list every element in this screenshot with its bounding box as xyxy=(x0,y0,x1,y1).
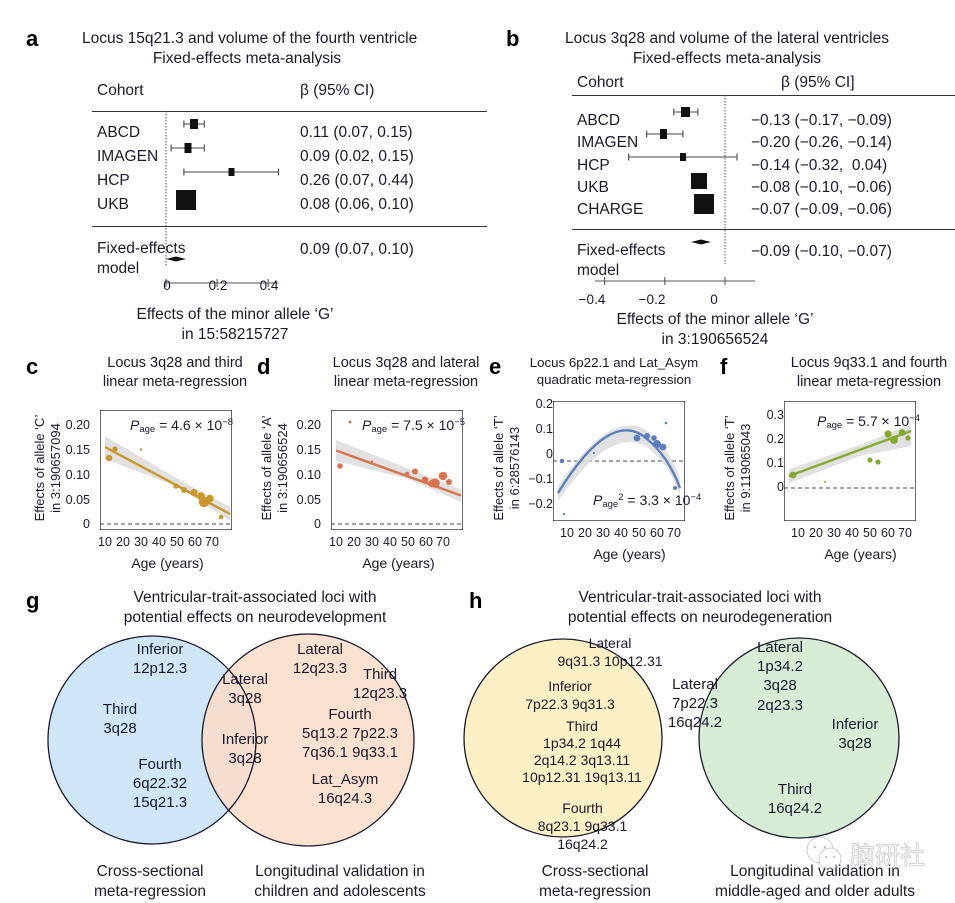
svg-text:脑研社: 脑研社 xyxy=(850,842,925,870)
